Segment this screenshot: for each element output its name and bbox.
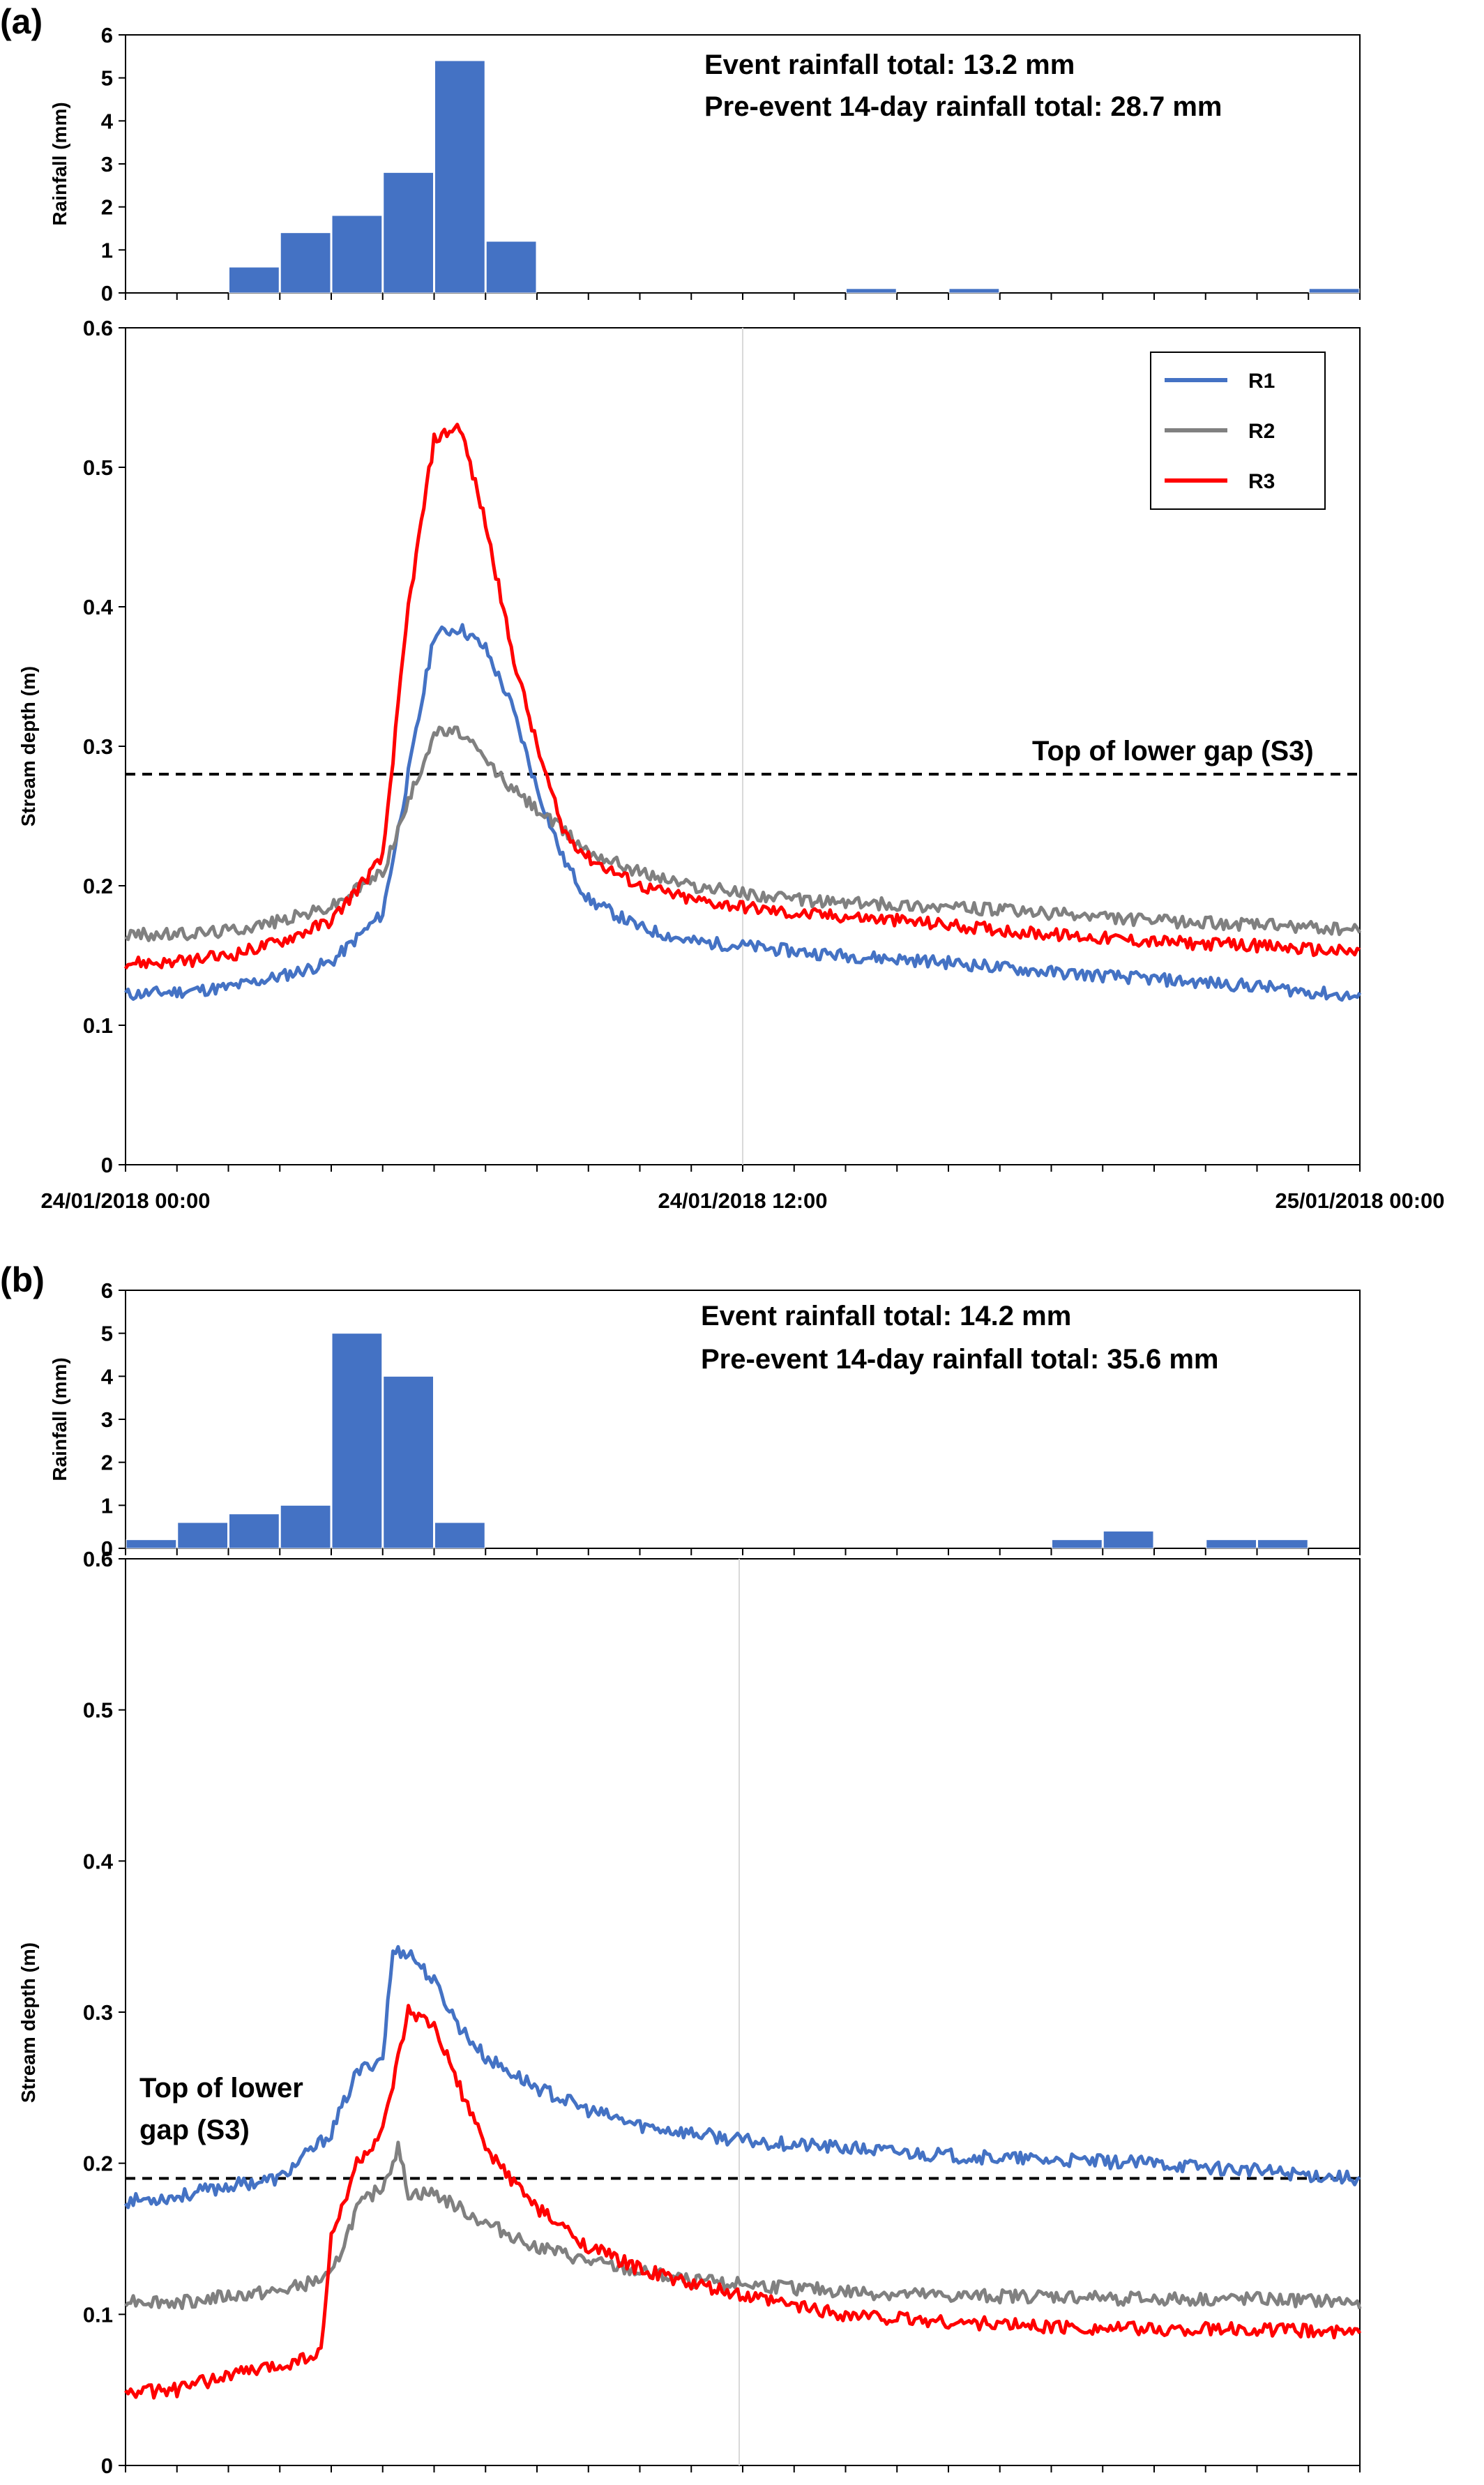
event-rainfall-total: Event rainfall total: 14.2 mm [701, 1301, 1071, 1331]
panel-label-a: (a) [0, 2, 43, 41]
rainfall-bar [1308, 288, 1360, 294]
y-tick-label: 6 [101, 1278, 113, 1303]
y-tick-label: 0.3 [83, 734, 113, 759]
threshold-label: Top of lower gap (S3) [1032, 736, 1314, 766]
y-tick-label: 4 [101, 1364, 114, 1389]
rainfall-bar [229, 1513, 280, 1549]
series-line-r2 [124, 725, 1362, 942]
rainfall-bar [229, 266, 280, 294]
y-tick-label: 0 [101, 281, 113, 305]
y-tick-label: 3 [101, 1407, 113, 1432]
y-tick-label: 0 [101, 1153, 113, 1177]
series-line-r2 [124, 2140, 1362, 2311]
panel-b-depth-chart: Stream depth (m) 00.10.20.30.40.50.6 08/… [17, 1547, 1362, 2478]
series-line-r1 [124, 623, 1362, 1002]
rainfall-bar [177, 1522, 228, 1549]
y-tick-label: 0.1 [83, 2302, 113, 2327]
rainfall-bar [485, 241, 537, 294]
panel-a-rainfall-chart: Rainfall (mm) 0 1 2 3 4 5 6 Event rainfall tot… [49, 23, 1361, 305]
y-tick-label: 5 [101, 1322, 113, 1346]
depth-axis-label: Stream depth (m) [17, 1942, 39, 2103]
rainfall-bar [383, 172, 434, 294]
panel-label-b: (b) [0, 1260, 45, 1299]
legend-label-r1: R1 [1248, 370, 1275, 393]
pre-event-rainfall-total: Pre-event 14-day rainfall total: 35.6 mm [701, 1344, 1219, 1375]
legend: R1 R2 R3 [1150, 352, 1326, 510]
y-tick-label: 0.2 [83, 2152, 113, 2176]
threshold-label-line2: gap (S3) [139, 2115, 250, 2145]
y-tick-label: 0.2 [83, 874, 113, 898]
y-tick-label: 2 [101, 1451, 113, 1475]
y-tick-label: 0.6 [83, 1547, 113, 1571]
series-line-r1 [123, 1944, 1361, 2210]
rainfall-bar [1103, 1530, 1154, 1549]
x-tick-label: 24/01/2018 00:00 [40, 1188, 210, 1213]
depth-axis-label: Stream depth (m) [17, 666, 39, 826]
rainfall-bar [280, 1504, 331, 1549]
rainfall-bar [383, 1375, 434, 1549]
y-tick-label: 0 [101, 1536, 113, 1561]
panel-a-depth-chart: Stream depth (m) 0 0.1 0.2 0.3 0.4 0.5 0.6 24/… [17, 316, 1445, 1213]
legend-label-r3: R3 [1248, 470, 1275, 493]
rainfall-bar [1052, 1539, 1103, 1549]
y-tick-label: 1 [101, 1493, 113, 1518]
rainfall-axis-label: Rainfall (mm) [49, 102, 70, 225]
event-rainfall-total: Event rainfall total: 13.2 mm [704, 50, 1075, 80]
rainfall-bar [126, 1539, 177, 1549]
rainfall-bar [948, 288, 1000, 294]
y-tick-label: 0.5 [83, 455, 113, 480]
y-tick-label: 1 [101, 238, 113, 262]
rainfall-bar [1257, 1539, 1308, 1549]
rainfall-axis-label: Rainfall (mm) [49, 1357, 70, 1481]
y-tick-label: 6 [101, 23, 113, 47]
y-tick-label: 5 [101, 66, 113, 91]
panel-b-rainfall-chart: Rainfall (mm) 0 1 2 3 4 5 6 Event rainfall tot… [49, 1278, 1361, 1561]
y-tick-label: 0 [101, 2454, 113, 2478]
rainfall-bar [331, 215, 383, 294]
pre-event-rainfall-total: Pre-event 14-day rainfall total: 28.7 mm [704, 91, 1222, 122]
threshold-label-line1: Top of lower [139, 2073, 303, 2103]
y-tick-label: 0.4 [83, 595, 114, 619]
y-tick-label: 0.6 [83, 316, 113, 340]
y-tick-label: 4 [101, 109, 114, 133]
y-tick-label: 0.3 [83, 2000, 113, 2025]
x-tick-label: 24/01/2018 12:00 [658, 1188, 827, 1213]
y-tick-label: 0.5 [83, 1698, 113, 1723]
rainfall-bar [1206, 1539, 1257, 1549]
rainfall-bar [331, 1333, 383, 1549]
rainfall-bar [280, 232, 331, 294]
y-tick-label: 0.4 [83, 1849, 114, 1873]
series-line-r3 [124, 2004, 1362, 2400]
rainfall-bar [434, 60, 485, 294]
legend-label-r2: R2 [1248, 420, 1275, 443]
y-tick-label: 2 [101, 195, 113, 220]
series-line-r3 [123, 423, 1361, 970]
x-tick-label: 25/01/2018 00:00 [1275, 1188, 1444, 1213]
rainfall-bar [434, 1522, 485, 1549]
y-tick-label: 0.1 [83, 1013, 113, 1038]
rainfall-bar [846, 288, 897, 294]
y-tick-label: 3 [101, 152, 113, 176]
